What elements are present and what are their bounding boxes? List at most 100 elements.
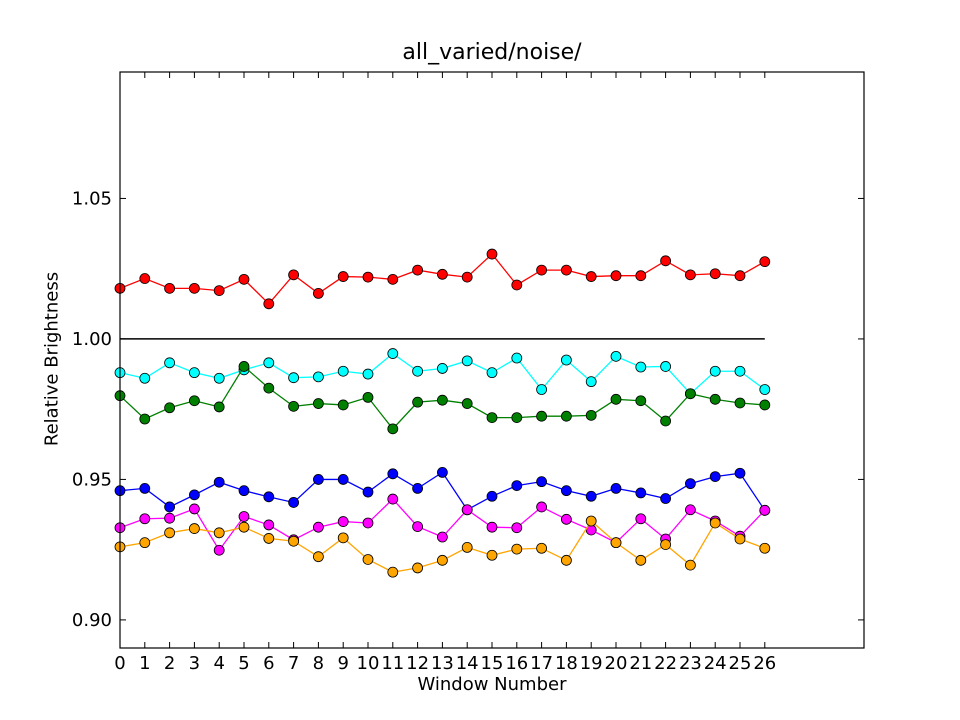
data-point-3-2 xyxy=(164,501,176,513)
data-point-2-2 xyxy=(164,402,176,414)
data-point-1-11 xyxy=(387,348,399,359)
data-point-5-21 xyxy=(635,554,647,566)
data-point-0-9 xyxy=(337,271,349,282)
x-tick-label-10: 10 xyxy=(357,653,380,674)
data-point-3-5 xyxy=(238,485,250,497)
data-point-0-21 xyxy=(635,270,647,282)
data-point-4-17 xyxy=(536,501,547,513)
data-point-5-5 xyxy=(238,521,250,533)
data-point-3-21 xyxy=(635,487,647,499)
data-point-2-4 xyxy=(213,401,225,413)
data-point-3-15 xyxy=(486,490,498,502)
x-tick-label-24: 24 xyxy=(704,653,727,674)
x-tick-label-1: 1 xyxy=(139,653,150,674)
x-tick-label-16: 16 xyxy=(505,653,528,674)
data-point-2-16 xyxy=(511,412,523,424)
y-tick-label-3: 1.05 xyxy=(72,188,112,209)
data-point-3-22 xyxy=(660,493,671,504)
data-point-5-13 xyxy=(436,554,448,566)
data-point-4-11 xyxy=(387,493,399,505)
data-point-4-3 xyxy=(188,503,200,515)
data-point-1-16 xyxy=(511,352,523,364)
data-point-1-9 xyxy=(337,365,349,377)
data-point-1-14 xyxy=(461,355,473,367)
data-point-3-8 xyxy=(312,474,324,485)
data-point-1-3 xyxy=(188,367,200,379)
x-tick-label-8: 8 xyxy=(313,653,324,674)
data-point-4-4 xyxy=(213,544,225,556)
data-point-2-19 xyxy=(585,409,597,421)
data-point-3-4 xyxy=(213,476,225,488)
data-point-5-18 xyxy=(561,554,572,566)
data-point-0-5 xyxy=(238,273,250,285)
data-point-2-10 xyxy=(362,391,374,403)
data-point-1-12 xyxy=(412,365,424,377)
data-point-1-10 xyxy=(362,368,374,380)
data-point-5-19 xyxy=(585,515,597,527)
data-point-1-8 xyxy=(312,371,324,383)
x-tick-label-17: 17 xyxy=(530,653,553,674)
data-point-0-20 xyxy=(610,270,622,282)
data-point-5-1 xyxy=(139,537,151,549)
data-point-2-18 xyxy=(561,410,572,422)
x-tick-label-3: 3 xyxy=(189,653,200,674)
data-point-5-24 xyxy=(709,517,721,529)
data-point-2-14 xyxy=(461,398,473,409)
data-point-0-13 xyxy=(436,268,448,280)
data-point-4-21 xyxy=(635,513,647,525)
data-point-3-25 xyxy=(734,467,746,479)
data-point-2-3 xyxy=(188,395,200,407)
data-point-1-17 xyxy=(536,384,547,395)
data-point-5-22 xyxy=(660,539,671,551)
x-tick-label-12: 12 xyxy=(406,653,429,674)
data-point-4-9 xyxy=(337,516,349,527)
data-point-2-11 xyxy=(387,423,399,435)
data-point-4-16 xyxy=(511,522,523,534)
data-point-3-24 xyxy=(709,471,721,483)
data-point-0-1 xyxy=(139,273,151,284)
x-tick-label-5: 5 xyxy=(238,653,249,674)
x-tick-label-2: 2 xyxy=(164,653,175,674)
data-point-5-6 xyxy=(263,533,275,544)
x-tick-label-21: 21 xyxy=(629,653,652,674)
data-point-4-10 xyxy=(362,517,374,529)
data-point-3-20 xyxy=(610,483,622,494)
data-point-3-13 xyxy=(436,466,448,478)
data-point-0-16 xyxy=(511,279,523,291)
y-tick-label-2: 1.00 xyxy=(72,329,112,350)
x-tick-label-7: 7 xyxy=(288,653,299,674)
data-point-3-3 xyxy=(188,489,200,501)
data-point-5-23 xyxy=(685,559,696,571)
data-point-2-25 xyxy=(734,397,746,409)
data-point-0-25 xyxy=(734,270,746,282)
data-point-2-21 xyxy=(635,395,647,407)
data-point-2-20 xyxy=(610,393,622,405)
y-tick-label-0: 0.90 xyxy=(72,610,112,631)
data-point-2-6 xyxy=(263,382,275,394)
data-point-3-1 xyxy=(139,483,151,494)
data-point-4-26 xyxy=(759,504,771,516)
data-point-1-4 xyxy=(213,372,225,384)
data-point-3-9 xyxy=(337,474,349,485)
data-point-1-24 xyxy=(709,365,721,377)
data-point-5-12 xyxy=(412,562,424,574)
data-point-3-19 xyxy=(585,490,597,502)
x-tick-label-9: 9 xyxy=(337,653,348,674)
x-tick-label-25: 25 xyxy=(729,653,752,674)
data-point-0-19 xyxy=(585,271,597,282)
x-tick-label-13: 13 xyxy=(431,653,454,674)
x-tick-label-4: 4 xyxy=(213,653,224,674)
data-point-5-9 xyxy=(337,532,349,544)
data-point-5-8 xyxy=(312,551,324,563)
data-point-5-4 xyxy=(213,527,225,539)
x-tick-label-22: 22 xyxy=(654,653,677,674)
data-point-2-9 xyxy=(337,399,349,411)
data-point-2-22 xyxy=(660,415,671,427)
data-point-2-12 xyxy=(412,396,424,408)
data-point-2-1 xyxy=(139,413,151,425)
data-point-5-7 xyxy=(288,535,300,547)
data-point-0-23 xyxy=(685,269,696,281)
data-point-3-11 xyxy=(387,468,399,480)
